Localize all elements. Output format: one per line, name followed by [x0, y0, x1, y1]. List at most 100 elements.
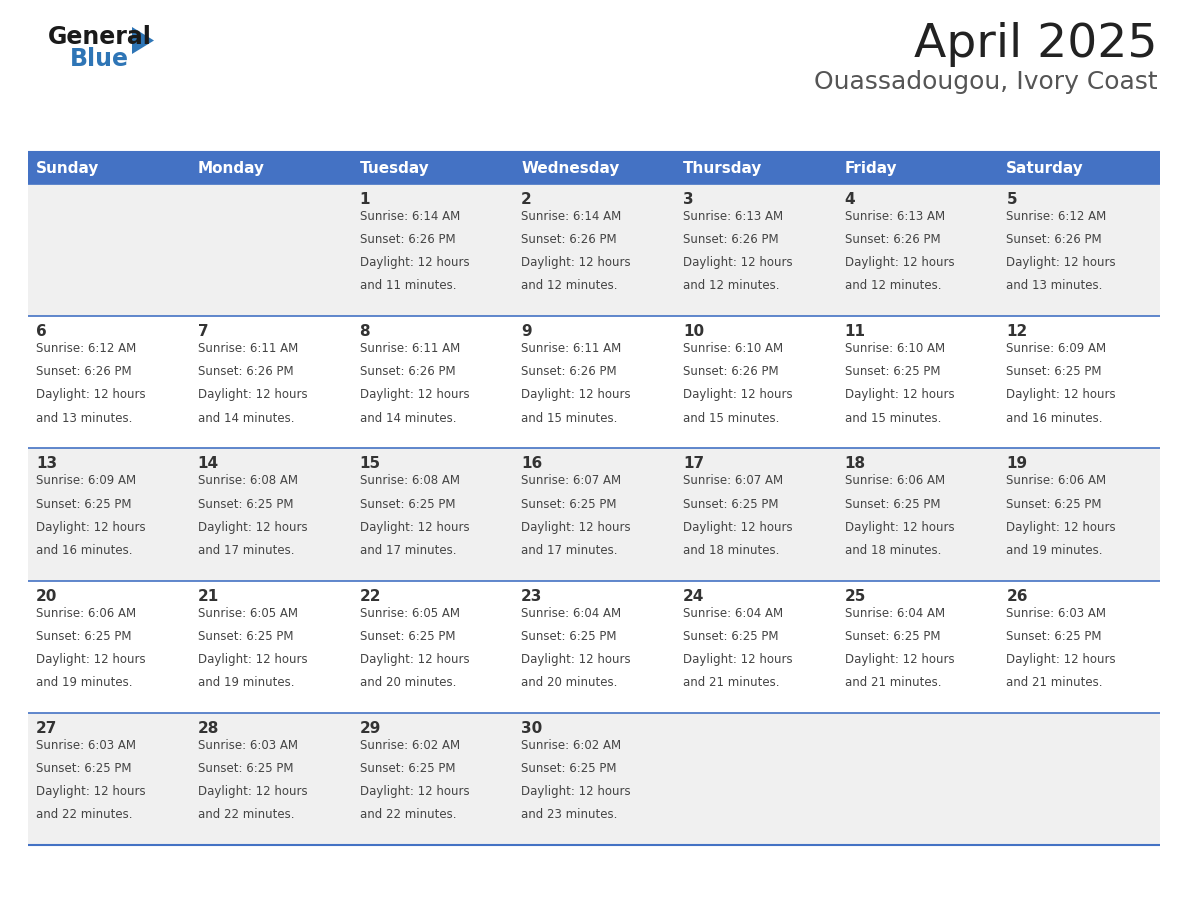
Bar [190, 152, 352, 184]
Text: and 23 minutes.: and 23 minutes. [522, 808, 618, 822]
Text: and 17 minutes.: and 17 minutes. [522, 543, 618, 557]
Text: 16: 16 [522, 456, 543, 472]
Text: Daylight: 12 hours: Daylight: 12 hours [36, 521, 146, 533]
Text: Sunrise: 6:06 AM: Sunrise: 6:06 AM [845, 475, 944, 487]
Text: Daylight: 12 hours: Daylight: 12 hours [522, 785, 631, 798]
Text: Sunset: 6:26 PM: Sunset: 6:26 PM [845, 233, 940, 246]
Text: Sunrise: 6:11 AM: Sunrise: 6:11 AM [522, 342, 621, 355]
Text: General: General [48, 25, 152, 49]
Text: Daylight: 12 hours: Daylight: 12 hours [36, 388, 146, 401]
Text: 20: 20 [36, 588, 57, 604]
Text: Daylight: 12 hours: Daylight: 12 hours [683, 653, 792, 666]
Text: and 20 minutes.: and 20 minutes. [360, 676, 456, 689]
Text: 29: 29 [360, 721, 381, 736]
Text: Sunrise: 6:09 AM: Sunrise: 6:09 AM [1006, 342, 1106, 355]
Text: Sunrise: 6:07 AM: Sunrise: 6:07 AM [683, 475, 783, 487]
Polygon shape [132, 27, 154, 54]
Text: 14: 14 [197, 456, 219, 472]
Text: and 20 minutes.: and 20 minutes. [522, 676, 618, 689]
Text: Sunset: 6:25 PM: Sunset: 6:25 PM [845, 498, 940, 510]
Text: and 11 minutes.: and 11 minutes. [360, 279, 456, 293]
Text: and 12 minutes.: and 12 minutes. [522, 279, 618, 293]
Text: Daylight: 12 hours: Daylight: 12 hours [36, 653, 146, 666]
Text: 6: 6 [36, 324, 46, 339]
Text: and 21 minutes.: and 21 minutes. [1006, 676, 1102, 689]
Text: Daylight: 12 hours: Daylight: 12 hours [1006, 653, 1116, 666]
Text: Saturday: Saturday [1006, 161, 1085, 175]
Text: Sunrise: 6:14 AM: Sunrise: 6:14 AM [522, 210, 621, 223]
Bar [29, 580, 1159, 712]
Text: Sunset: 6:25 PM: Sunset: 6:25 PM [360, 498, 455, 510]
Text: Friday: Friday [845, 161, 897, 175]
Text: and 19 minutes.: and 19 minutes. [197, 676, 295, 689]
Text: and 13 minutes.: and 13 minutes. [36, 411, 132, 425]
Text: Sunrise: 6:03 AM: Sunrise: 6:03 AM [1006, 607, 1106, 620]
Text: and 21 minutes.: and 21 minutes. [845, 676, 941, 689]
Text: 3: 3 [683, 192, 694, 207]
Text: 15: 15 [360, 456, 380, 472]
Text: Sunrise: 6:03 AM: Sunrise: 6:03 AM [36, 739, 137, 752]
Text: Sunset: 6:26 PM: Sunset: 6:26 PM [197, 365, 293, 378]
Text: Sunrise: 6:11 AM: Sunrise: 6:11 AM [197, 342, 298, 355]
Text: Sunrise: 6:06 AM: Sunrise: 6:06 AM [1006, 475, 1106, 487]
Bar [29, 184, 1159, 316]
Text: Thursday: Thursday [683, 161, 763, 175]
Text: Sunset: 6:25 PM: Sunset: 6:25 PM [36, 762, 132, 775]
Text: and 22 minutes.: and 22 minutes. [360, 808, 456, 822]
Text: Daylight: 12 hours: Daylight: 12 hours [197, 521, 308, 533]
Text: Sunrise: 6:02 AM: Sunrise: 6:02 AM [522, 739, 621, 752]
Bar [29, 316, 1159, 448]
Text: Tuesday: Tuesday [360, 161, 429, 175]
Text: 17: 17 [683, 456, 704, 472]
Text: 11: 11 [845, 324, 866, 339]
Text: and 22 minutes.: and 22 minutes. [36, 808, 133, 822]
Text: 28: 28 [197, 721, 219, 736]
Text: 19: 19 [1006, 456, 1028, 472]
Text: Wednesday: Wednesday [522, 161, 620, 175]
Text: Daylight: 12 hours: Daylight: 12 hours [360, 256, 469, 269]
Text: Sunset: 6:25 PM: Sunset: 6:25 PM [197, 630, 293, 643]
Text: Blue: Blue [70, 47, 129, 71]
Text: Sunrise: 6:04 AM: Sunrise: 6:04 AM [522, 607, 621, 620]
Text: and 12 minutes.: and 12 minutes. [683, 279, 779, 293]
Text: Sunset: 6:26 PM: Sunset: 6:26 PM [360, 365, 455, 378]
Text: Sunrise: 6:09 AM: Sunrise: 6:09 AM [36, 475, 137, 487]
Text: Daylight: 12 hours: Daylight: 12 hours [1006, 256, 1116, 269]
Text: and 17 minutes.: and 17 minutes. [197, 543, 295, 557]
Text: Sunset: 6:25 PM: Sunset: 6:25 PM [197, 498, 293, 510]
Text: 25: 25 [845, 588, 866, 604]
Text: Sunrise: 6:10 AM: Sunrise: 6:10 AM [683, 342, 783, 355]
Text: Daylight: 12 hours: Daylight: 12 hours [845, 256, 954, 269]
Text: 7: 7 [197, 324, 208, 339]
Text: Sunrise: 6:04 AM: Sunrise: 6:04 AM [683, 607, 783, 620]
Text: 10: 10 [683, 324, 704, 339]
Text: Sunrise: 6:11 AM: Sunrise: 6:11 AM [360, 342, 460, 355]
Text: Sunset: 6:25 PM: Sunset: 6:25 PM [360, 630, 455, 643]
Text: Sunset: 6:25 PM: Sunset: 6:25 PM [1006, 365, 1102, 378]
Text: Sunset: 6:25 PM: Sunset: 6:25 PM [1006, 498, 1102, 510]
Text: Sunrise: 6:05 AM: Sunrise: 6:05 AM [360, 607, 460, 620]
Text: Sunrise: 6:05 AM: Sunrise: 6:05 AM [197, 607, 298, 620]
Text: and 14 minutes.: and 14 minutes. [360, 411, 456, 425]
Text: Sunrise: 6:08 AM: Sunrise: 6:08 AM [197, 475, 298, 487]
Text: Sunset: 6:26 PM: Sunset: 6:26 PM [522, 233, 617, 246]
Text: and 18 minutes.: and 18 minutes. [845, 543, 941, 557]
Text: and 16 minutes.: and 16 minutes. [1006, 411, 1102, 425]
Bar [29, 448, 1159, 580]
Text: Daylight: 12 hours: Daylight: 12 hours [197, 785, 308, 798]
Text: Sunset: 6:26 PM: Sunset: 6:26 PM [522, 365, 617, 378]
Text: 13: 13 [36, 456, 57, 472]
Text: 2: 2 [522, 192, 532, 207]
Text: Daylight: 12 hours: Daylight: 12 hours [1006, 388, 1116, 401]
Text: 21: 21 [197, 588, 219, 604]
Text: Sunset: 6:25 PM: Sunset: 6:25 PM [36, 498, 132, 510]
Text: 27: 27 [36, 721, 57, 736]
Bar [998, 152, 1159, 184]
Text: Daylight: 12 hours: Daylight: 12 hours [522, 388, 631, 401]
Text: and 16 minutes.: and 16 minutes. [36, 543, 133, 557]
Text: 1: 1 [360, 192, 369, 207]
Text: Sunset: 6:26 PM: Sunset: 6:26 PM [683, 233, 778, 246]
Text: 26: 26 [1006, 588, 1028, 604]
Text: Daylight: 12 hours: Daylight: 12 hours [845, 521, 954, 533]
Text: Sunrise: 6:12 AM: Sunrise: 6:12 AM [1006, 210, 1106, 223]
